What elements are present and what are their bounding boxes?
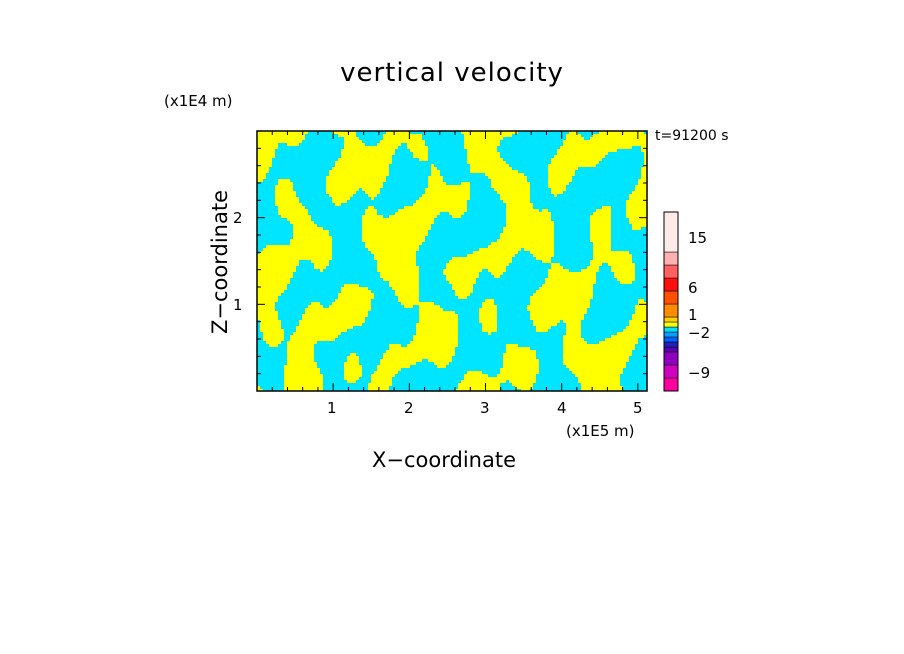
y-axis-label: Z−coordinate [208,190,232,334]
x-tick-label: 3 [480,399,490,417]
colorbar-segment [663,303,679,318]
x-axis-unit: (x1E5 m) [566,422,635,440]
colorbar-segment [663,377,679,392]
colorbar [663,211,679,392]
colorbar-segment [663,346,679,353]
x-tick-label: 5 [633,399,643,417]
velocity-field [257,131,647,391]
y-tick-label: 2 [233,209,243,227]
colorbar-segment [663,364,679,379]
colorbar-segment [663,321,679,328]
colorbar-tick-label: 6 [688,279,698,297]
colorbar-tick-label: 1 [688,306,698,324]
x-tick-label: 4 [557,399,567,417]
colorbar-segment [663,277,679,292]
colorbar-segment [663,336,679,343]
colorbar-segment [663,251,679,266]
colorbar-frame [663,211,679,392]
colorbar-segment [663,331,679,338]
y-axis-unit: (x1E4 m) [164,92,233,110]
axis-ticks [257,131,647,391]
colorbar-tick-label: −9 [688,364,711,382]
colorbar-segment [663,341,679,348]
colorbar-segment [663,326,679,333]
x-axis-label: X−coordinate [372,448,516,472]
plot-frame [256,130,648,392]
colorbar-segment [663,290,679,305]
colorbar-segment [663,316,679,323]
colorbar-segment [663,211,679,253]
colorbar-segment [663,264,679,279]
colorbar-tick-label: −2 [688,324,711,342]
colorbar-tick-label: 15 [688,229,708,247]
y-tick-label: 1 [233,296,243,314]
chart-title: vertical velocity [340,58,564,88]
x-tick-label: 1 [327,399,337,417]
x-tick-label: 2 [404,399,414,417]
positive-velocity-region [257,131,647,391]
colorbar-segment [663,351,679,366]
time-label: t=91200 s [655,128,729,144]
